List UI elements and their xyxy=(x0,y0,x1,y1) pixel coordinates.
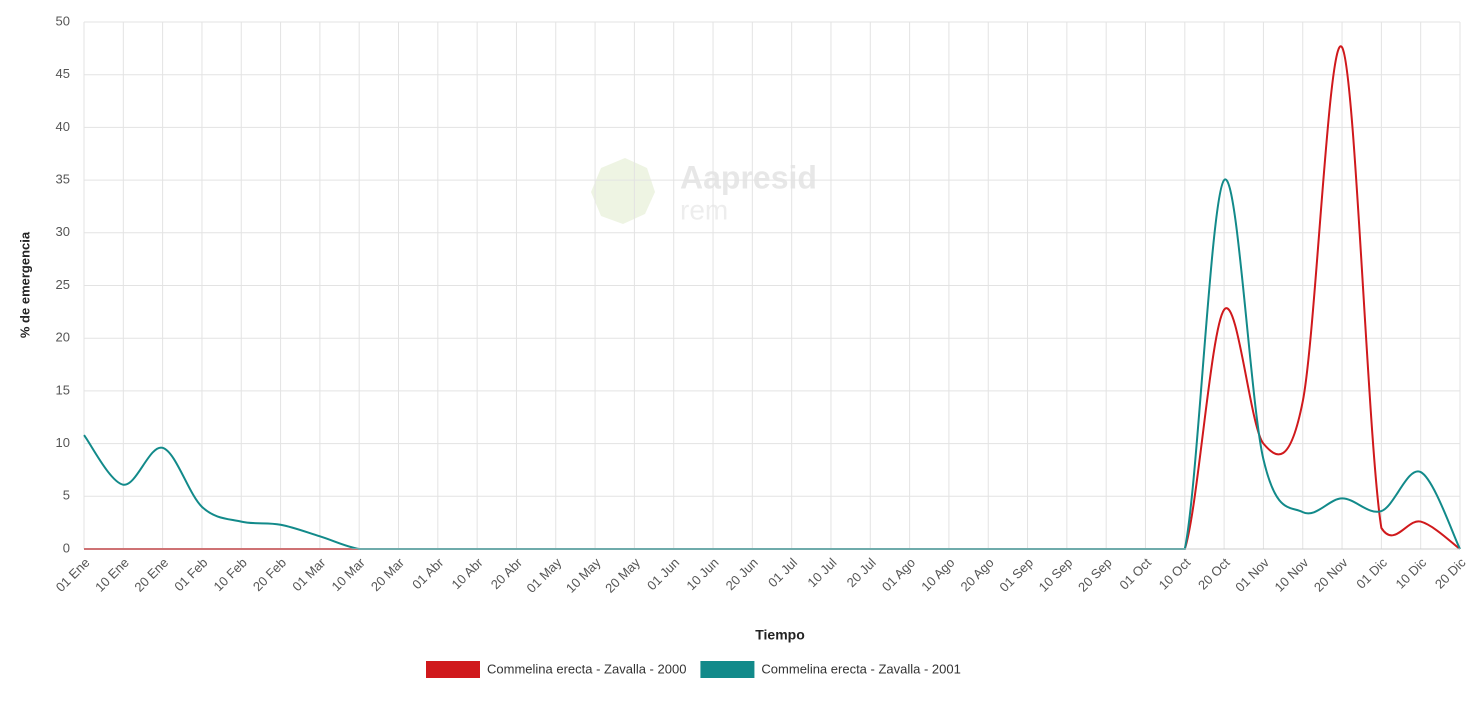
x-tick-label: 10 Feb xyxy=(211,555,250,594)
y-axis-label: % de emergencia xyxy=(17,231,32,338)
x-axis-label: Tiempo xyxy=(755,627,805,643)
y-tick-label: 35 xyxy=(56,172,70,187)
y-tick-label: 50 xyxy=(56,13,70,28)
x-tick-label: 10 Abr xyxy=(449,554,487,592)
x-tick-label: 20 Mar xyxy=(368,554,408,594)
legend-label: Commelina erecta - Zavalla - 2001 xyxy=(761,661,960,676)
y-tick-label: 15 xyxy=(56,382,70,397)
watermark-subtitle: rem xyxy=(680,194,728,225)
legend-label: Commelina erecta - Zavalla - 2000 xyxy=(487,661,686,676)
y-tick-label: 5 xyxy=(63,488,70,503)
x-tick-label: 01 Ene xyxy=(53,555,93,595)
x-tick-label: 10 Ene xyxy=(92,555,132,595)
y-tick-label: 40 xyxy=(56,119,70,134)
x-tick-label: 20 Ago xyxy=(958,555,997,594)
y-tick-label: 20 xyxy=(56,330,70,345)
y-tick-label: 45 xyxy=(56,66,70,81)
x-tick-label: 20 Jul xyxy=(844,555,879,590)
x-tick-label: 20 Feb xyxy=(250,555,289,594)
x-tick-label: 01 Dic xyxy=(1353,555,1390,592)
legend-swatch xyxy=(426,661,480,678)
x-tick-label: 20 Oct xyxy=(1195,555,1233,593)
y-tick-label: 10 xyxy=(56,435,70,450)
x-tick-label: 20 Dic xyxy=(1432,555,1469,592)
x-tick-label: 01 Feb xyxy=(171,555,210,594)
x-tick-label: 01 Sep xyxy=(996,555,1036,595)
watermark-logo xyxy=(591,158,655,224)
x-tick-label: 10 Mar xyxy=(329,554,369,594)
x-tick-label: 01 Ago xyxy=(879,555,918,594)
x-tick-label: 10 Jun xyxy=(683,555,721,593)
x-tick-label: 20 Sep xyxy=(1075,555,1115,595)
legend-swatch xyxy=(700,661,755,678)
x-tick-label: 01 Abr xyxy=(409,554,447,592)
x-tick-label: 20 May xyxy=(602,555,643,596)
x-tick-label: 01 Jun xyxy=(644,555,682,593)
x-tick-label: 20 Nov xyxy=(1311,555,1351,595)
series-line xyxy=(84,45,1461,550)
x-tick-label: 01 Oct xyxy=(1116,555,1154,593)
x-tick-label: 20 Ene xyxy=(131,555,171,595)
x-tick-label: 10 Ago xyxy=(918,555,957,594)
x-tick-label: 20 Abr xyxy=(488,554,526,592)
y-tick-label: 0 xyxy=(63,540,70,555)
x-tick-label: 01 May xyxy=(524,555,565,596)
series-line xyxy=(83,178,1461,550)
x-tick-label: 10 Oct xyxy=(1156,555,1194,593)
watermark-title: Aapresid xyxy=(680,159,817,195)
x-tick-label: 10 Nov xyxy=(1272,555,1312,595)
y-tick-label: 25 xyxy=(56,277,70,292)
watermark: Aapresid rem xyxy=(591,158,817,225)
x-tick-label: 01 Jul xyxy=(765,555,800,590)
y-tick-label: 30 xyxy=(56,224,70,239)
x-tick-label: 10 Sep xyxy=(1036,555,1076,595)
x-tick-label: 01 Nov xyxy=(1232,555,1272,595)
legend: Commelina erecta - Zavalla - 2000 Commeli… xyxy=(426,661,961,678)
x-tick-label: 10 Dic xyxy=(1393,555,1430,592)
x-tick-label: 20 Jun xyxy=(723,555,761,593)
x-tick-label: 10 May xyxy=(563,555,604,596)
x-tick-label: 10 Jul xyxy=(804,555,839,590)
x-tick-label: 01 Mar xyxy=(289,554,329,594)
